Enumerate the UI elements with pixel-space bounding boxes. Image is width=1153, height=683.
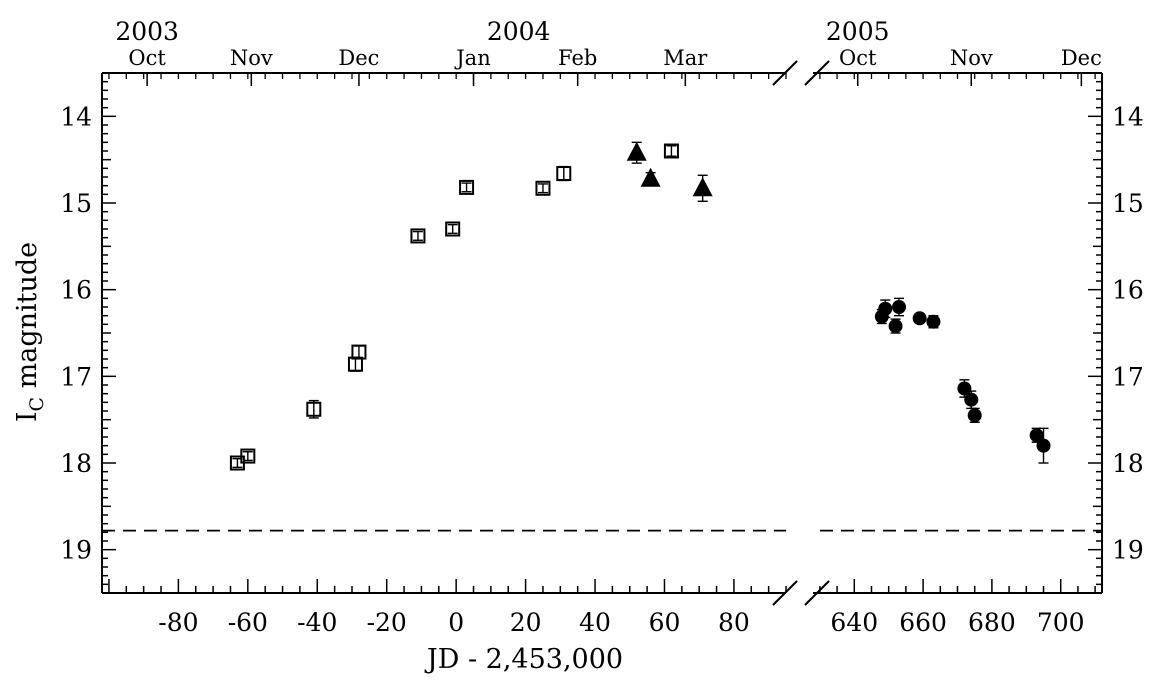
x-tick-label: -80 — [158, 608, 198, 637]
data-point-square — [663, 143, 679, 159]
data-point-square — [556, 166, 572, 182]
axis-ticks — [102, 72, 1102, 594]
bottom-axis-break-mark-1 — [772, 580, 798, 606]
data-point-triangle — [640, 167, 661, 187]
data-point-square — [445, 221, 461, 237]
data-point-circle — [878, 301, 893, 316]
data-point-square — [240, 448, 256, 464]
axis-labels: 14 14 15 15 16 16 17 17 18 18 19 19 -80 -60 -40 -20 0 20 4… — [60, 17, 1144, 637]
data-point-circle — [912, 311, 927, 326]
year-label: 2005 — [826, 17, 890, 46]
top-axis-break-mark-2 — [804, 60, 830, 86]
data-point-circle — [1029, 428, 1044, 443]
month-label: Oct — [128, 46, 166, 70]
year-label: 2003 — [115, 17, 179, 46]
month-label: Nov — [230, 46, 273, 70]
data-point-triangle — [626, 141, 647, 161]
month-label: Oct — [839, 46, 877, 70]
data-point-circle — [957, 381, 972, 396]
x-tick-label: 660 — [899, 608, 947, 637]
x-tick-label: 0 — [448, 608, 464, 637]
y-axis-title-main: I — [12, 411, 43, 422]
month-label: Mar — [663, 46, 708, 70]
y-axis-title-rest: magnitude — [12, 242, 43, 397]
data-points — [229, 141, 1051, 471]
plot-frame — [101, 60, 1103, 606]
data-point-triangle — [692, 177, 713, 197]
data-point-square — [535, 180, 551, 196]
data-point-circle — [888, 319, 903, 334]
data-point-square — [351, 344, 367, 360]
data-point-square — [306, 401, 322, 417]
bottom-axis-break-mark-2 — [804, 580, 830, 606]
data-point-circle — [892, 300, 907, 314]
x-tick-label: 80 — [718, 608, 750, 637]
y-tick-label-right: 19 — [1112, 536, 1144, 565]
x-tick-label: 680 — [968, 608, 1016, 637]
month-label: Feb — [558, 46, 597, 70]
month-label: Nov — [950, 46, 993, 70]
y-tick-label-left: 18 — [60, 449, 92, 478]
data-point-circle — [1036, 438, 1051, 453]
x-tick-label: 20 — [510, 608, 542, 637]
data-point-square — [410, 228, 426, 244]
x-tick-label: 60 — [649, 608, 681, 637]
y-axis-title: IC magnitude — [12, 242, 48, 422]
top-axis-break-mark-1 — [772, 60, 798, 86]
data-point-circle — [967, 408, 982, 423]
x-axis-title: JD - 2,453,000 — [424, 644, 623, 675]
x-tick-label: -60 — [228, 608, 268, 637]
x-tick-label: -20 — [367, 608, 407, 637]
month-label: Dec — [1061, 46, 1102, 70]
y-tick-label-right: 14 — [1112, 102, 1144, 131]
y-tick-label-left: 16 — [60, 276, 92, 305]
data-point-circle — [964, 392, 979, 407]
y-tick-label-left: 14 — [60, 102, 92, 131]
y-tick-label-right: 17 — [1112, 362, 1144, 391]
x-tick-label: 700 — [1037, 608, 1085, 637]
month-label: Dec — [338, 46, 379, 70]
y-tick-label-right: 15 — [1112, 189, 1144, 218]
y-tick-label-left: 17 — [60, 362, 92, 391]
x-tick-label: 640 — [830, 608, 878, 637]
data-point-circle — [926, 314, 941, 329]
y-tick-label-left: 15 — [60, 189, 92, 218]
y-axis-title-subscript: C — [26, 397, 48, 412]
data-point-square — [459, 179, 475, 195]
y-tick-label-left: 19 — [60, 536, 92, 565]
month-label: Jan — [454, 46, 490, 70]
x-tick-label: -40 — [297, 608, 337, 637]
x-tick-label: 40 — [579, 608, 611, 637]
y-tick-label-right: 18 — [1112, 449, 1144, 478]
y-tick-label-right: 16 — [1112, 276, 1144, 305]
year-label: 2004 — [487, 17, 551, 46]
